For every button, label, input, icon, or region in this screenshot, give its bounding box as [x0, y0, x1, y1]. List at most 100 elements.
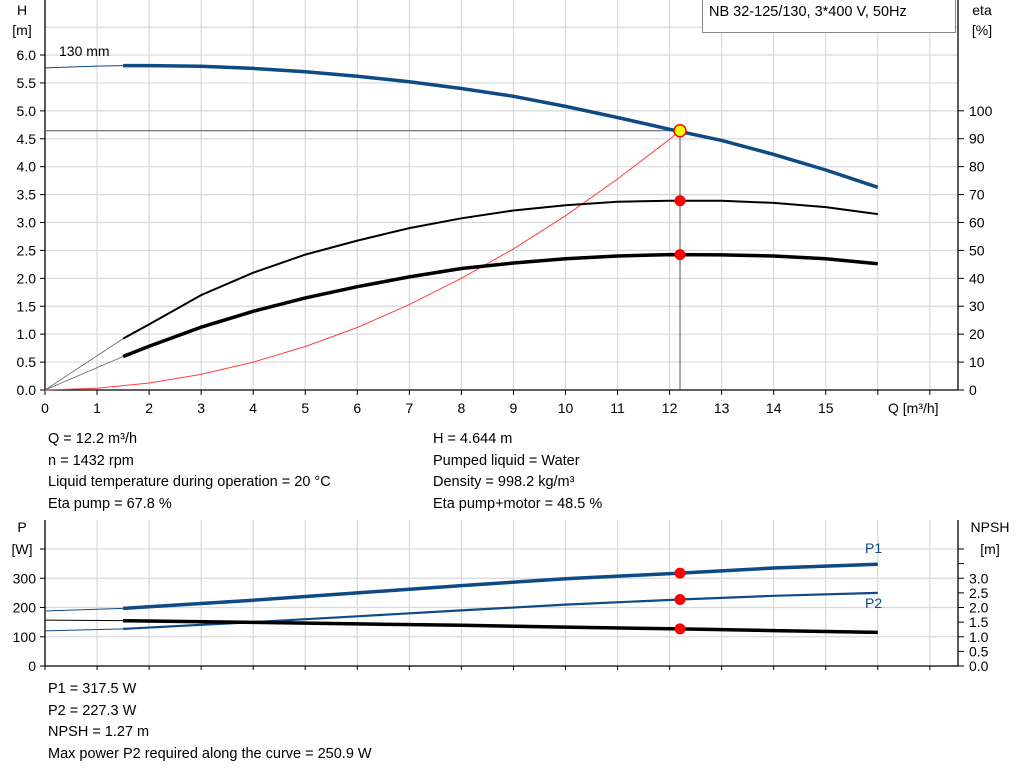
y-tick-label: 2.0 — [17, 270, 37, 286]
x-tick-label: 3 — [197, 400, 205, 416]
p-tick-label: 0 — [28, 658, 36, 674]
y-tick-label: 4.5 — [17, 131, 37, 147]
npsh-tick-label: 2.0 — [969, 600, 989, 616]
y-tick-label: 1.5 — [17, 298, 37, 314]
info-eta-pump-motor: Eta pump+motor = 48.5 % — [433, 495, 603, 512]
eta-pump-duty-marker — [674, 195, 686, 207]
info-p1: P1 = 317.5 W — [48, 681, 137, 697]
x-tick-label: 8 — [458, 400, 466, 416]
y-tick-label: 3.5 — [17, 187, 37, 203]
p-tick-label: 300 — [13, 570, 37, 586]
npsh-axis-unit: [m] — [980, 541, 999, 557]
y2-tick-label: 100 — [969, 103, 993, 119]
y2-tick-label: 80 — [969, 159, 985, 175]
head-curve — [123, 63, 879, 189]
y-tick-label: 1.0 — [17, 326, 37, 342]
y2-tick-label: 40 — [969, 270, 985, 286]
y2-tick-label: 60 — [969, 214, 985, 230]
series — [44, 562, 878, 635]
x-tick-label: 5 — [301, 400, 309, 416]
info-max-p2: Max power P2 required along the curve = … — [48, 745, 372, 762]
y2-tick-label: 90 — [969, 131, 985, 147]
x-tick-label: 2 — [145, 400, 153, 416]
npsh-tick-label: 3.0 — [969, 570, 989, 586]
y2-tick-label: 20 — [969, 326, 985, 342]
p1-label: P1 — [865, 540, 882, 556]
x-tick-label: 13 — [714, 400, 730, 416]
series — [44, 63, 879, 391]
info-eta-pump: Eta pump = 67.8 % — [48, 495, 172, 512]
x-tick-label: 1 — [93, 400, 101, 416]
x-tick-label: 6 — [353, 400, 361, 416]
npsh-tick-label: 2.5 — [969, 585, 989, 601]
x-tick-label: 4 — [249, 400, 257, 416]
x-axis-label: Q [m³/h] — [888, 400, 939, 416]
y-axis-unit: [m] — [12, 22, 31, 38]
eta-pump-motor-curve — [122, 252, 878, 359]
y-tick-label: 0.0 — [17, 382, 37, 398]
npsh-tick-label: 1.5 — [969, 614, 989, 630]
system-curve — [44, 130, 681, 391]
p2-label: P2 — [865, 595, 882, 611]
p-tick-label: 200 — [13, 600, 37, 616]
x-tick-label: 14 — [766, 400, 782, 416]
p2-duty-marker — [674, 594, 686, 606]
npsh-tick-label: 1.0 — [969, 629, 989, 645]
info-bottom: P1 = 317.5 W P2 = 227.3 W NPSH = 1.27 m … — [48, 679, 372, 765]
info-npsh: NPSH = 1.27 m — [48, 724, 150, 740]
p2-curve — [123, 591, 878, 630]
p2-curve-extension — [44, 628, 124, 632]
y-tick-label: 6.0 — [17, 47, 37, 63]
p-axis-unit: [W] — [12, 541, 33, 557]
x-tick-label: 0 — [41, 400, 49, 416]
y-tick-label: 4.0 — [17, 159, 37, 175]
npsh-duty-marker — [674, 623, 686, 635]
y2-tick-label: 30 — [969, 298, 985, 314]
info-left: Q = 12.2 m³/h n = 1432 rpm Liquid temper… — [48, 429, 331, 515]
eta-pump-motor-duty-marker — [674, 249, 686, 261]
y2-axis-unit: [%] — [972, 22, 992, 38]
y2-tick-label: 10 — [969, 354, 985, 370]
npsh-tick-label: 0.5 — [969, 643, 989, 659]
info-flow: Q = 12.2 m³/h — [48, 431, 138, 447]
npsh-axis-label: NPSH — [971, 519, 1010, 535]
y2-tick-label: 70 — [969, 187, 985, 203]
axes: 0 100 200 300 0.00.51.01.52.02.53.0 — [13, 520, 989, 674]
grid — [45, 0, 958, 390]
grid — [45, 520, 958, 666]
x-tick-label: 10 — [558, 400, 574, 416]
y-tick-label: 5.0 — [17, 103, 37, 119]
info-temperature: Liquid temperature during operation = 20… — [48, 474, 331, 490]
info-density: Density = 998.2 kg/m³ — [433, 474, 575, 490]
info-head: H = 4.644 m — [433, 431, 513, 447]
y2-axis-label: eta — [972, 2, 992, 18]
head-efficiency-chart: 0.0 0.5 1.0 1.5 2.0 2.5 3.0 3.5 4.0 4.5 5.0 5.5 6.0 0… — [12, 0, 993, 416]
eta-pump-motor-extension — [44, 356, 124, 391]
head-curve-extension — [44, 65, 124, 69]
p1-curve — [122, 562, 878, 611]
p-axis-label: P — [17, 519, 26, 535]
x-tick-label: 11 — [610, 400, 625, 416]
p1-curve-extension — [44, 607, 124, 612]
y-tick-label: 5.5 — [17, 75, 37, 91]
y-tick-label: 2.5 — [17, 242, 37, 258]
curve-label: 130 mm — [59, 43, 110, 59]
pump-title: NB 32-125/130, 3*400 V, 50Hz — [702, 0, 956, 33]
info-speed: n = 1432 rpm — [48, 452, 134, 469]
y-tick-label: 3.0 — [17, 215, 37, 231]
p-tick-label: 100 — [13, 629, 37, 645]
y2-tick-label: 0 — [969, 382, 977, 398]
x-tick-label: 7 — [405, 400, 413, 416]
p1-duty-marker — [674, 567, 686, 579]
x-tick-label: 9 — [510, 400, 518, 416]
info-p2: P2 = 227.3 W — [48, 702, 137, 719]
x-tick-label: 12 — [662, 400, 678, 416]
y2-tick-label: 50 — [969, 242, 985, 258]
eta-pump-curve — [122, 199, 878, 340]
npsh-curve-extension — [44, 619, 124, 622]
x-tick-label: 15 — [818, 400, 834, 416]
duty-point-marker — [673, 123, 687, 138]
info-right: H = 4.644 m Pumped liquid = Water Densit… — [433, 429, 602, 515]
y-axis-label: H — [17, 2, 27, 18]
eta-pump-extension — [44, 338, 124, 391]
